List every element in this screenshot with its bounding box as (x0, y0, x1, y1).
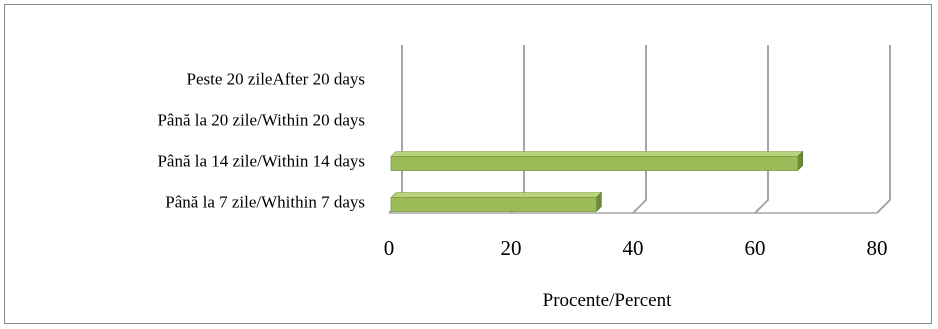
bar-top-face (390, 151, 804, 157)
x-tick-label: 20 (501, 236, 522, 260)
bar-top-face (390, 192, 603, 198)
category-label: Până la 14 zile/Within 14 days (157, 152, 365, 171)
x-tick-label: 40 (623, 236, 644, 260)
x-tick-label: 60 (745, 236, 766, 260)
gridline (510, 45, 525, 214)
bars (390, 150, 804, 213)
category-label: Până la 7 zile/Whithin 7 days (165, 193, 365, 212)
bar-front-face (390, 197, 597, 212)
tick-labels: 0 20 40 60 80 (384, 236, 888, 260)
category-labels: Peste 20 zileAfter 20 days Până la 20 zil… (157, 70, 365, 212)
bar-front-face (390, 156, 799, 171)
gridline (754, 45, 769, 214)
bar (390, 150, 804, 172)
x-axis-title: Procente/Percent (543, 290, 672, 311)
gridline (632, 45, 647, 214)
gridlines (388, 45, 891, 214)
bar (390, 191, 603, 213)
gridline (388, 45, 403, 214)
gridline (876, 45, 891, 214)
x-tick-label: 80 (867, 236, 888, 260)
category-label: Peste 20 zileAfter 20 days (187, 70, 365, 89)
category-label: Până la 20 zile/Within 20 days (157, 111, 365, 130)
x-tick-label: 0 (384, 236, 395, 260)
